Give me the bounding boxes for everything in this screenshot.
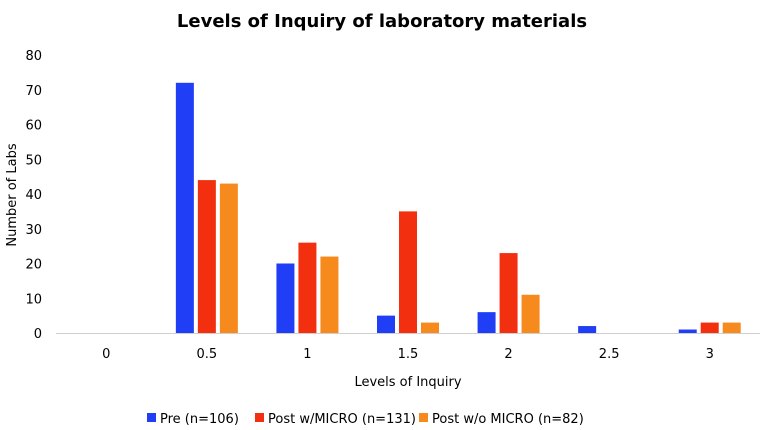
y-tick-label: 20 xyxy=(25,258,42,273)
bar-pre-1 xyxy=(276,264,294,334)
x-tick-label: 2.5 xyxy=(599,347,620,362)
bar-post-0.5 xyxy=(220,184,238,333)
chart-container: Levels of Inquiry of laboratory material… xyxy=(0,0,765,430)
bar-post-1 xyxy=(298,243,316,333)
bar-post-2 xyxy=(522,295,540,333)
legend-label: Pre (n=106) xyxy=(160,412,239,427)
x-tick-label: 2 xyxy=(504,347,512,362)
y-tick-label: 40 xyxy=(25,188,42,203)
bar-pre-3 xyxy=(679,330,697,333)
y-tick-label: 60 xyxy=(25,119,42,134)
legend-label: Post w/o MICRO (n=82) xyxy=(432,412,584,427)
bar-post-3 xyxy=(723,323,741,333)
bar-pre-2 xyxy=(478,312,496,333)
bars-group xyxy=(176,83,741,333)
y-axis-label: Number of Labs xyxy=(5,143,20,246)
legend-swatch xyxy=(255,413,264,422)
chart-title: Levels of Inquiry of laboratory material… xyxy=(177,11,587,32)
legend-label: Post w/MICRO (n=131) xyxy=(268,412,416,427)
x-tick-label: 3 xyxy=(706,347,714,362)
x-axis-label: Levels of Inquiry xyxy=(354,375,461,390)
bar-chart: Levels of Inquiry of laboratory material… xyxy=(0,0,765,430)
bar-post-3 xyxy=(701,323,719,333)
y-tick-label: 0 xyxy=(34,327,42,342)
bar-post-1 xyxy=(320,257,338,333)
x-tick-label: 1 xyxy=(303,347,311,362)
bar-post-1.5 xyxy=(421,323,439,333)
legend-swatch xyxy=(147,413,156,422)
y-tick-label: 80 xyxy=(25,49,42,64)
bar-pre-0.5 xyxy=(176,83,194,333)
bar-post-1.5 xyxy=(399,211,417,333)
y-tick-label: 10 xyxy=(25,292,42,307)
bar-pre-2.5 xyxy=(578,326,596,333)
y-tick-label: 30 xyxy=(25,223,42,238)
bar-post-0.5 xyxy=(198,180,216,333)
bar-pre-1.5 xyxy=(377,316,395,333)
bar-post-2 xyxy=(500,253,518,333)
y-axis: 0 10 20 30 40 50 60 70 80 xyxy=(25,49,42,342)
x-tick-label: 0 xyxy=(102,347,110,362)
legend: Pre (n=106) Post w/MICRO (n=131) Post w/o … xyxy=(147,412,584,427)
legend-swatch xyxy=(419,413,428,422)
y-tick-label: 70 xyxy=(25,84,42,99)
x-axis: 0 0.5 1 1.5 2 2.5 3 xyxy=(56,334,760,363)
y-tick-label: 50 xyxy=(25,153,42,168)
x-tick-label: 0.5 xyxy=(197,347,218,362)
x-tick-label: 1.5 xyxy=(398,347,419,362)
